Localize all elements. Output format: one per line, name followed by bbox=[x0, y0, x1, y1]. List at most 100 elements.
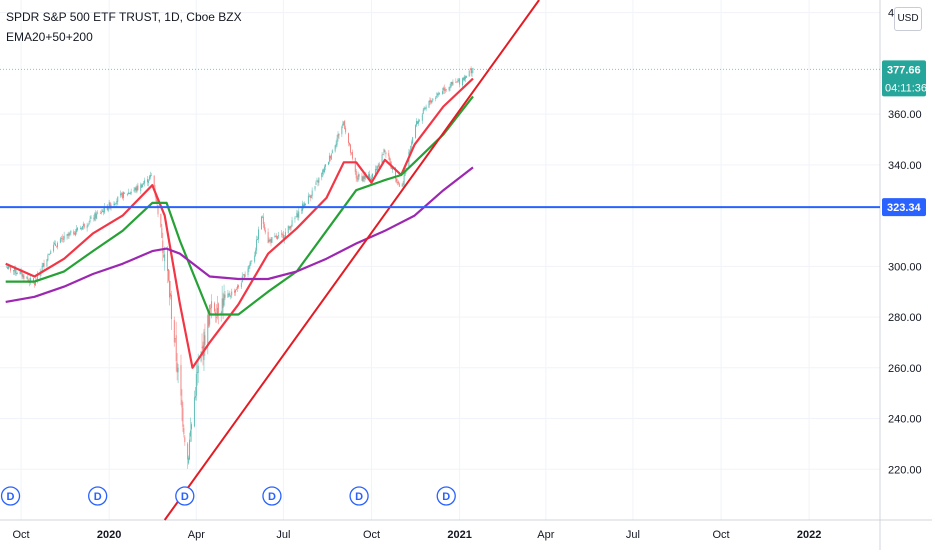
dividend-circle bbox=[175, 486, 195, 506]
candle-body bbox=[247, 268, 249, 275]
dividend-marker[interactable]: D bbox=[0, 486, 21, 506]
time-axis-label: Oct bbox=[13, 529, 30, 541]
candle-body bbox=[385, 152, 387, 155]
candle-body bbox=[254, 255, 256, 262]
candle-body bbox=[317, 180, 319, 183]
candle-body bbox=[90, 216, 92, 219]
candle-body bbox=[164, 254, 166, 262]
currency-button[interactable]: USD bbox=[894, 7, 922, 31]
candle-body bbox=[343, 121, 345, 125]
candle-body bbox=[89, 219, 91, 222]
candle-body bbox=[82, 223, 84, 227]
candle-body bbox=[290, 226, 292, 228]
dividend-marker[interactable]: D bbox=[88, 486, 108, 506]
dividend-circle bbox=[262, 486, 282, 506]
hline-price-badge: 323.34 bbox=[882, 198, 926, 217]
candle-body bbox=[34, 280, 36, 286]
candle-body bbox=[149, 174, 151, 178]
candle-body bbox=[355, 171, 357, 179]
candle-body bbox=[187, 443, 189, 460]
candle-body bbox=[378, 163, 380, 168]
candle-body bbox=[127, 192, 129, 195]
candle-body bbox=[311, 190, 313, 197]
candle-body bbox=[398, 183, 400, 187]
candle-body bbox=[173, 320, 175, 343]
candle-body bbox=[350, 144, 351, 153]
time-axis-label: 2022 bbox=[797, 529, 821, 541]
grid bbox=[0, 0, 880, 520]
candle-body bbox=[194, 395, 196, 398]
candle-body bbox=[396, 182, 398, 184]
candle-body bbox=[7, 267, 9, 269]
dividend-label: D bbox=[94, 491, 102, 503]
candle-body bbox=[169, 280, 170, 298]
candle-body bbox=[257, 239, 259, 240]
candle-body bbox=[12, 270, 14, 272]
candle-body bbox=[183, 427, 185, 435]
candle-body bbox=[108, 202, 110, 208]
candle-body bbox=[54, 242, 56, 245]
candle-body bbox=[49, 253, 51, 255]
candle-body bbox=[287, 225, 289, 234]
candle-body bbox=[417, 121, 418, 124]
candle-body bbox=[221, 298, 223, 313]
candle-body bbox=[324, 166, 326, 173]
candle-body bbox=[204, 335, 206, 345]
candle-body bbox=[402, 183, 404, 185]
candle-body bbox=[416, 120, 417, 126]
candle-body bbox=[356, 178, 358, 180]
dividend-marker[interactable]: D bbox=[262, 486, 282, 506]
candle-body bbox=[441, 91, 443, 95]
candle-body bbox=[96, 213, 98, 219]
hline-price-label: 323.34 bbox=[887, 202, 922, 214]
candle-body bbox=[421, 114, 423, 121]
candle-body bbox=[22, 274, 24, 278]
candle-body bbox=[147, 180, 149, 183]
candle-body bbox=[457, 80, 459, 82]
candle-body bbox=[113, 203, 115, 206]
candle-body bbox=[83, 224, 85, 228]
dividend-label: D bbox=[355, 491, 363, 503]
candle-body bbox=[270, 238, 272, 243]
dividend-marker[interactable]: D bbox=[436, 486, 456, 506]
candle-body bbox=[449, 87, 451, 89]
candle-body bbox=[208, 312, 210, 327]
candle-body bbox=[63, 235, 65, 240]
time-axis-label: Jul bbox=[276, 529, 290, 541]
countdown-label: 04:11:36 bbox=[885, 82, 927, 94]
candle-body bbox=[470, 68, 472, 74]
candle-body bbox=[102, 210, 104, 213]
candle-body bbox=[411, 141, 413, 146]
candle-body bbox=[102, 210, 103, 212]
candle-body bbox=[48, 254, 50, 255]
candle-body bbox=[195, 373, 197, 396]
dividend-circle bbox=[0, 486, 21, 506]
candle-body bbox=[388, 152, 390, 157]
candle-body bbox=[81, 226, 83, 230]
symbol-title[interactable]: SPDR S&P 500 ETF TRUST, 1D, Cboe BZX bbox=[6, 10, 242, 24]
candle-body bbox=[307, 195, 309, 204]
candle-body bbox=[362, 176, 364, 182]
candle-body bbox=[116, 200, 118, 204]
dividend-marker[interactable]: D bbox=[349, 486, 369, 506]
dividend-marker[interactable]: D bbox=[175, 486, 195, 506]
candle-body bbox=[350, 152, 352, 154]
candle-body bbox=[60, 237, 62, 239]
candle-body bbox=[26, 277, 28, 279]
candle-body bbox=[88, 222, 90, 225]
time-axis-label: 2020 bbox=[97, 529, 121, 541]
candle-body bbox=[328, 155, 330, 162]
candle-body bbox=[383, 149, 385, 154]
candle-body bbox=[50, 251, 52, 255]
candle-body bbox=[451, 81, 453, 85]
candle-body bbox=[16, 272, 18, 274]
study-label[interactable]: EMA20+50+200 bbox=[6, 30, 93, 44]
candle-body bbox=[452, 82, 454, 86]
candle-body bbox=[117, 196, 119, 202]
candle-body bbox=[262, 216, 264, 224]
candle-body bbox=[430, 100, 432, 103]
candle-body bbox=[140, 184, 142, 192]
candle-body bbox=[162, 240, 164, 253]
